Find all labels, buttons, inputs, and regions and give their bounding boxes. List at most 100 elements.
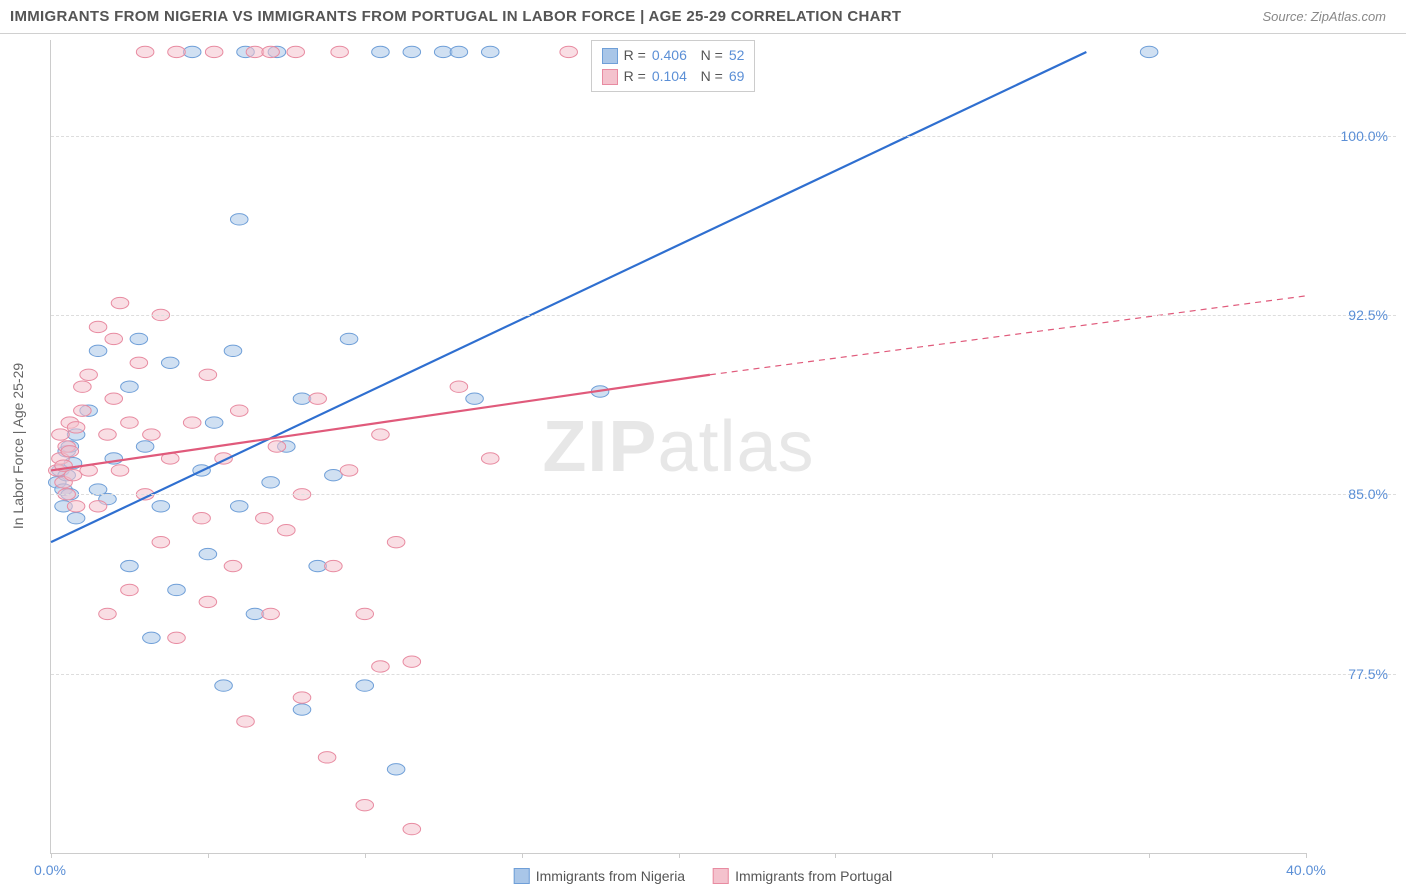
x-tick	[208, 853, 209, 858]
data-point-portugal	[293, 692, 311, 703]
data-point-nigeria	[372, 46, 390, 57]
stats-legend-box: R = 0.406 N = 52R = 0.104 N = 69	[591, 40, 756, 92]
gridline	[51, 494, 1396, 495]
data-point-portugal	[403, 823, 421, 834]
data-point-nigeria	[121, 560, 139, 571]
title-bar: IMMIGRANTS FROM NIGERIA VS IMMIGRANTS FR…	[0, 0, 1406, 34]
data-point-nigeria	[450, 46, 468, 57]
y-axis-title: In Labor Force | Age 25-29	[10, 363, 26, 529]
data-point-portugal	[74, 381, 92, 392]
x-tick	[1149, 853, 1150, 858]
x-tick	[1306, 853, 1307, 858]
data-point-portugal	[230, 405, 248, 416]
data-point-portugal	[403, 656, 421, 667]
data-point-nigeria	[224, 345, 242, 356]
data-point-portugal	[183, 417, 201, 428]
data-point-portugal	[61, 446, 79, 457]
data-point-portugal	[560, 46, 578, 57]
data-point-portugal	[237, 716, 255, 727]
data-point-portugal	[356, 608, 374, 619]
stats-row-nigeria: R = 0.406 N = 52	[602, 45, 745, 66]
data-point-nigeria	[246, 608, 264, 619]
data-point-nigeria	[293, 393, 311, 404]
stats-row-portugal: R = 0.104 N = 69	[602, 66, 745, 87]
legend-item-nigeria: Immigrants from Nigeria	[514, 868, 685, 884]
gridline	[51, 136, 1396, 137]
x-tick	[365, 853, 366, 858]
swatch-nigeria	[602, 48, 618, 64]
trendline-portugal	[51, 375, 710, 471]
data-point-portugal	[105, 333, 123, 344]
x-tick	[51, 853, 52, 858]
data-point-nigeria	[215, 680, 233, 691]
gridline	[51, 315, 1396, 316]
data-point-nigeria	[309, 560, 327, 571]
x-tick	[992, 853, 993, 858]
data-point-portugal	[64, 470, 82, 481]
data-point-nigeria	[161, 357, 179, 368]
data-point-nigeria	[340, 333, 358, 344]
trendline-dash-portugal	[710, 296, 1306, 375]
data-point-portugal	[387, 536, 405, 547]
data-point-portugal	[143, 429, 161, 440]
data-point-portugal	[168, 632, 186, 643]
y-tick-label: 100.0%	[1318, 128, 1388, 144]
x-tick-label: 40.0%	[1286, 862, 1326, 878]
data-point-portugal	[121, 417, 139, 428]
data-point-portugal	[152, 536, 170, 547]
data-point-nigeria	[205, 417, 223, 428]
data-point-nigeria	[199, 548, 217, 559]
data-point-nigeria	[230, 214, 248, 225]
data-point-portugal	[52, 429, 70, 440]
data-point-portugal	[74, 405, 92, 416]
data-point-nigeria	[67, 513, 85, 524]
y-tick-label: 77.5%	[1318, 666, 1388, 682]
data-point-portugal	[99, 608, 117, 619]
data-point-portugal	[318, 752, 336, 763]
stats-n-label: N =	[693, 45, 723, 66]
legend-swatch-nigeria	[514, 868, 530, 884]
data-point-portugal	[99, 429, 117, 440]
data-point-nigeria	[481, 46, 499, 57]
stats-r-label: R =	[624, 66, 646, 87]
x-tick-label: 0.0%	[34, 862, 66, 878]
legend-swatch-portugal	[713, 868, 729, 884]
source-label: Source: ZipAtlas.com	[1262, 9, 1386, 24]
data-point-portugal	[205, 46, 223, 57]
data-point-portugal	[67, 422, 85, 433]
data-point-nigeria	[121, 381, 139, 392]
data-point-portugal	[287, 46, 305, 57]
data-point-portugal	[262, 46, 280, 57]
x-tick	[522, 853, 523, 858]
data-point-nigeria	[230, 501, 248, 512]
data-point-nigeria	[168, 584, 186, 595]
data-point-portugal	[325, 560, 343, 571]
stats-r-label: R =	[624, 45, 646, 66]
data-point-portugal	[372, 661, 390, 672]
bottom-legend: Immigrants from NigeriaImmigrants from P…	[514, 868, 893, 884]
data-point-nigeria	[466, 393, 484, 404]
plot-area: ZIPatlas 77.5%85.0%92.5%100.0% R = 0.406…	[50, 40, 1306, 854]
data-point-portugal	[262, 608, 280, 619]
data-point-portugal	[168, 46, 186, 57]
data-point-portugal	[136, 46, 154, 57]
stats-r-value: 0.406	[652, 45, 687, 66]
data-point-portugal	[224, 560, 242, 571]
data-point-portugal	[89, 501, 107, 512]
y-tick-label: 85.0%	[1318, 486, 1388, 502]
data-point-nigeria	[136, 441, 154, 452]
data-point-portugal	[89, 321, 107, 332]
x-tick	[835, 853, 836, 858]
data-point-portugal	[268, 441, 286, 452]
data-point-nigeria	[1140, 46, 1158, 57]
data-point-portugal	[67, 501, 85, 512]
data-point-nigeria	[89, 345, 107, 356]
stats-n-label: N =	[693, 66, 723, 87]
data-point-portugal	[450, 381, 468, 392]
data-point-portugal	[309, 393, 327, 404]
data-point-nigeria	[143, 632, 161, 643]
stats-n-value: 52	[729, 45, 745, 66]
data-point-portugal	[481, 453, 499, 464]
data-point-portugal	[356, 799, 374, 810]
chart-svg	[51, 40, 1306, 853]
